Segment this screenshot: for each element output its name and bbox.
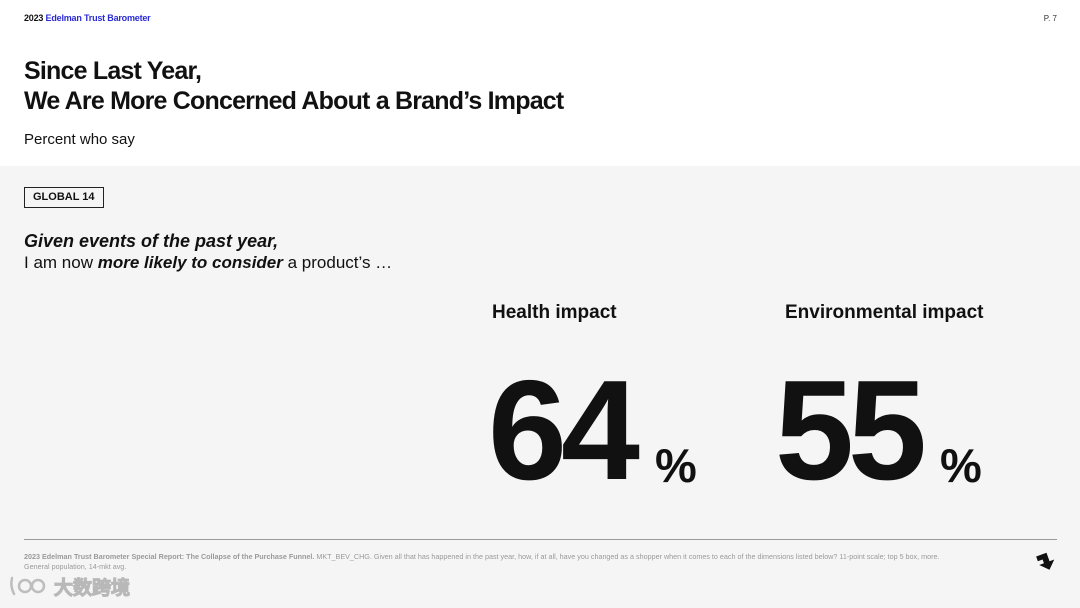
watermark-logo-icon — [10, 576, 46, 596]
environmental-impact-value: 55 — [775, 351, 927, 510]
question-line-1: Given events of the past year, — [24, 231, 279, 251]
page-title: Since Last Year, We Are More Concerned A… — [24, 56, 564, 116]
source-footnote: 2023 Edelman Trust Barometer Special Rep… — [24, 552, 954, 572]
source-details: MKT_BEV_CHG. Given all that has happened… — [24, 552, 940, 571]
arrow-down-right-icon[interactable] — [1036, 549, 1058, 571]
question-line-2-post: a product’s … — [282, 253, 393, 272]
health-impact-value: 64 — [488, 351, 640, 510]
page-title-line-1: Since Last Year, — [24, 57, 202, 85]
question-line-2-emphasis: more likely to consider — [97, 253, 283, 272]
environmental-impact-label: Environmental impact — [785, 302, 984, 323]
watermark: 大数跨境 — [8, 574, 131, 599]
region-badge: GLOBAL 14 — [24, 187, 104, 208]
question-text: Given events of the past year, I am now … — [24, 230, 392, 274]
page-subtitle: Percent who say — [24, 131, 135, 148]
page-number: P. 7 — [1043, 14, 1057, 23]
question-line-2-pre: I am now — [24, 253, 98, 272]
health-impact-unit: % — [655, 439, 697, 492]
header-section: 2023 Edelman Trust Barometer P. 7 Since … — [0, 0, 1080, 166]
source-title: 2023 Edelman Trust Barometer Special Rep… — [24, 552, 315, 561]
arrow-down-right-glyph — [1036, 552, 1055, 570]
footer-divider — [24, 539, 1057, 540]
brand-year: 2023 — [24, 13, 44, 23]
question-line-2: I am now more likely to consider a produ… — [24, 252, 392, 274]
page-title-line-2: We Are More Concerned About a Brand’s Im… — [24, 87, 564, 115]
brand-logo-text: 2023 Edelman Trust Barometer — [24, 13, 151, 23]
environmental-impact-unit: % — [940, 439, 982, 492]
watermark-text: 大数跨境 — [53, 577, 131, 599]
health-impact-label: Health impact — [492, 302, 617, 323]
content-panel: GLOBAL 14 Given events of the past year,… — [0, 166, 1080, 608]
brand-name: Edelman Trust Barometer — [45, 13, 151, 23]
